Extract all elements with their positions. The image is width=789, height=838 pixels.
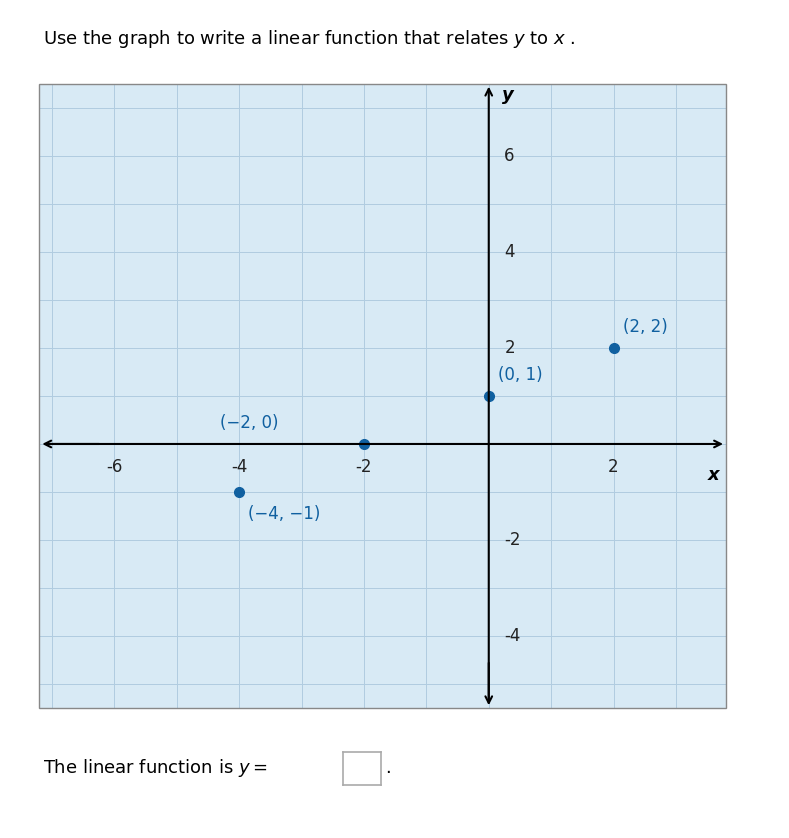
Text: -4: -4 xyxy=(231,458,247,476)
Text: -2: -2 xyxy=(356,458,372,476)
Text: Use the graph to write a linear function that relates $y$ to $x$ .: Use the graph to write a linear function… xyxy=(43,28,576,50)
Text: (2, 2): (2, 2) xyxy=(623,318,667,336)
Text: (−4, −1): (−4, −1) xyxy=(249,505,321,523)
Text: (0, 1): (0, 1) xyxy=(498,366,543,384)
Text: 4: 4 xyxy=(504,243,515,261)
Text: -4: -4 xyxy=(504,627,521,645)
Text: The linear function is $y = $: The linear function is $y = $ xyxy=(43,758,268,779)
Text: 6: 6 xyxy=(504,147,515,165)
Text: 2: 2 xyxy=(608,458,619,476)
Text: .: . xyxy=(385,759,391,778)
Text: -6: -6 xyxy=(107,458,122,476)
Text: -2: -2 xyxy=(504,531,521,549)
Text: x: x xyxy=(708,466,720,484)
Text: 2: 2 xyxy=(504,339,515,357)
Text: y: y xyxy=(503,86,514,104)
Text: (−2, 0): (−2, 0) xyxy=(220,414,279,432)
